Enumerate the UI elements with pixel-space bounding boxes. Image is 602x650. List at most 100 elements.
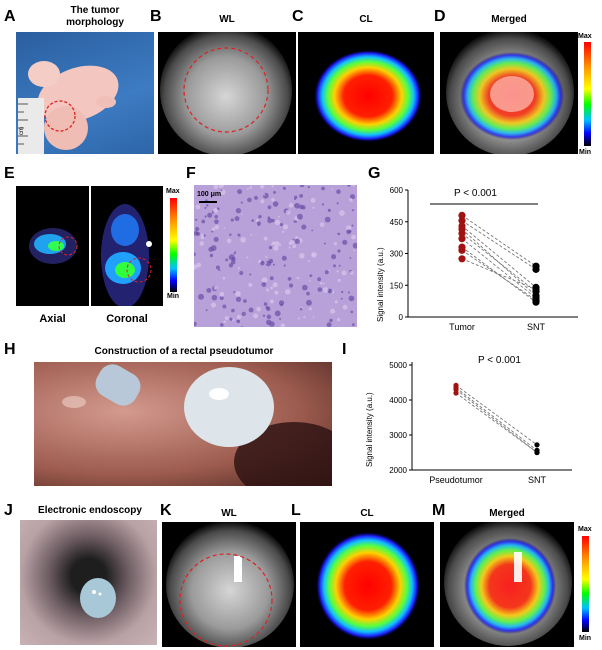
histology-cell	[237, 233, 241, 237]
histology-cell	[214, 214, 218, 219]
histology-cell	[324, 216, 331, 223]
histology-cell	[319, 222, 325, 227]
histology-cell	[239, 270, 244, 275]
histology-cell	[299, 193, 304, 198]
colorbar-m	[582, 536, 589, 632]
wl-image-b	[158, 32, 296, 154]
panel-m-title: Merged	[489, 508, 525, 519]
histology-cell	[294, 204, 296, 207]
histology-cell	[317, 287, 323, 292]
panel-c-title: CL	[359, 14, 373, 25]
scale-bar-label: 100 μm	[197, 191, 222, 198]
histology-cell	[236, 319, 241, 324]
histology-cell	[261, 277, 268, 284]
histology-cell	[321, 203, 325, 206]
histology-cell	[215, 265, 220, 270]
histology-cell	[268, 245, 273, 250]
histology-cell	[241, 311, 246, 317]
chart-g-point-snt	[532, 285, 540, 294]
panel-letter-k: K	[160, 502, 172, 519]
colorbar-e-min: Min	[167, 293, 180, 300]
chart-g-ytick-label: 0	[399, 313, 404, 322]
histology-cell	[223, 227, 226, 230]
histology-cell	[349, 257, 352, 259]
histology-cell	[199, 241, 205, 246]
colorbar-e	[170, 198, 177, 292]
histology-image: 100 μm	[194, 185, 357, 327]
histology-cell	[307, 260, 310, 263]
histology-cell	[219, 323, 224, 327]
histology-cell	[336, 317, 341, 322]
histology-cell	[249, 273, 252, 276]
histology-cell	[299, 253, 305, 259]
chart-g-ylabel: Signal intensity (a.u.)	[376, 247, 385, 322]
pet-coronal-image	[91, 186, 163, 306]
histology-cell	[211, 227, 216, 231]
chart-g-ytick-label: 300	[390, 250, 404, 259]
panel-letter-i: I	[342, 341, 347, 358]
histology-cell	[196, 262, 202, 268]
panel-letter-d: D	[434, 8, 446, 25]
histology-cell	[272, 282, 278, 288]
histology-cell	[327, 288, 333, 294]
histology-cell	[322, 282, 325, 285]
colorbar-e-max: Max	[166, 188, 180, 195]
chart-i: P < 0.001 Signal intensity (a.u.) 5000 40…	[365, 355, 572, 485]
histology-cell	[196, 232, 199, 235]
histology-cell	[273, 245, 279, 251]
histology-cell	[265, 262, 268, 264]
histology-cell	[213, 285, 218, 290]
histology-cell	[240, 237, 246, 243]
chart-g: P < 0.001 Signal intensity (a.u.) 600 450…	[376, 186, 578, 332]
histology-cell	[351, 209, 354, 212]
histology-cell	[308, 279, 311, 282]
panel-letter-m: M	[432, 502, 446, 519]
histology-cell	[269, 276, 274, 281]
histology-cell	[233, 252, 236, 255]
histology-cell	[213, 208, 219, 214]
histology-cell	[267, 205, 272, 210]
histology-cell	[346, 229, 351, 235]
histology-cell	[211, 294, 218, 301]
histology-cell	[263, 236, 268, 241]
histology-cell	[342, 304, 348, 310]
histology-cell	[297, 317, 300, 320]
histology-cell	[299, 204, 304, 210]
chart-i-pair-line	[455, 389, 538, 453]
chart-i-point-snt	[534, 449, 540, 456]
chart-i-ylabel: Signal intensity (a.u.)	[365, 392, 374, 467]
cl-image-l	[300, 522, 434, 647]
histology-cell	[236, 314, 242, 320]
histology-cell	[294, 238, 300, 244]
histology-cell	[351, 323, 355, 327]
histology-cell	[248, 307, 254, 313]
histology-cell	[334, 300, 338, 304]
histology-cell	[235, 296, 242, 302]
histology-cell	[208, 246, 214, 252]
chart-i-ytick-label: 3000	[389, 431, 407, 440]
histology-cell	[267, 216, 271, 219]
histology-cell	[258, 259, 262, 263]
histology-cell	[317, 277, 322, 282]
histology-cell	[274, 290, 279, 295]
panel-letter-j: J	[4, 502, 13, 519]
histology-cell	[230, 218, 234, 222]
histology-cell	[237, 267, 241, 270]
colorbar-m-max: Max	[578, 526, 592, 533]
histology-cell	[279, 223, 284, 227]
panel-d-title: Merged	[491, 14, 527, 25]
histology-cell	[200, 235, 205, 240]
histology-cell	[333, 242, 338, 246]
histology-cell	[253, 313, 259, 319]
histology-cell	[299, 307, 303, 311]
histology-cell	[231, 308, 235, 313]
histology-cell	[256, 306, 262, 312]
histology-cell	[301, 224, 307, 230]
histology-cell	[306, 299, 312, 306]
chart-g-ytick-label: 450	[390, 218, 404, 227]
histology-cell	[281, 255, 287, 261]
histology-cell	[353, 249, 355, 252]
chart-g-pair-line	[461, 238, 537, 299]
histology-cell	[347, 185, 351, 187]
histology-cell	[310, 197, 316, 203]
